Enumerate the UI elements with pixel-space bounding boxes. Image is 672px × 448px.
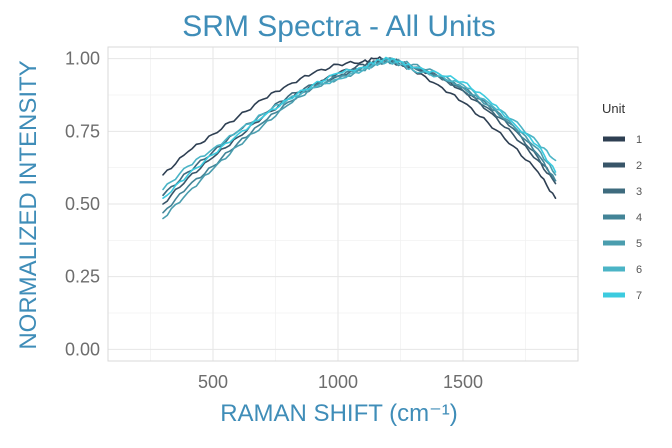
legend-label-7: 7: [636, 290, 642, 302]
series-line-unit-5: [162, 57, 557, 220]
x-axis-title: RAMAN SHIFT (cm⁻¹): [220, 400, 458, 427]
series-line-unit-2: [162, 59, 557, 205]
gridlines: [108, 47, 578, 361]
legend-title: Unit: [602, 101, 626, 116]
series-lines: [162, 56, 557, 220]
legend-label-4: 4: [636, 212, 642, 224]
series-line-unit-3: [162, 57, 557, 197]
x-tick-label: 1000: [318, 372, 358, 392]
legend-label-2: 2: [636, 160, 642, 172]
legend: Unit 1 2 3 4 5 6 7: [602, 101, 642, 302]
series-line-unit-7: [162, 56, 557, 199]
y-axis: 0.00 0.25 0.50 0.75 1.00: [65, 49, 100, 360]
y-tick-label: 0.25: [65, 267, 100, 287]
plot-panel: [107, 46, 579, 362]
legend-label-3: 3: [636, 186, 642, 198]
legend-label-5: 5: [636, 238, 642, 250]
y-tick-label: 0.00: [65, 339, 100, 359]
x-tick-label: 500: [198, 372, 228, 392]
x-tick-label: 1500: [443, 372, 483, 392]
y-axis-title: NORMALIZED INTENSITY: [15, 60, 42, 349]
x-axis: 500 1000 1500: [198, 372, 483, 392]
legend-label-6: 6: [636, 264, 642, 276]
series-line-unit-1: [162, 56, 557, 199]
y-tick-label: 0.75: [65, 121, 100, 141]
series-line-unit-4: [162, 59, 557, 214]
y-tick-label: 0.50: [65, 194, 100, 214]
series-line-unit-6: [162, 60, 557, 191]
legend-label-1: 1: [636, 134, 642, 146]
y-tick-label: 1.00: [65, 49, 100, 69]
chart-title: SRM Spectra - All Units: [182, 10, 495, 43]
